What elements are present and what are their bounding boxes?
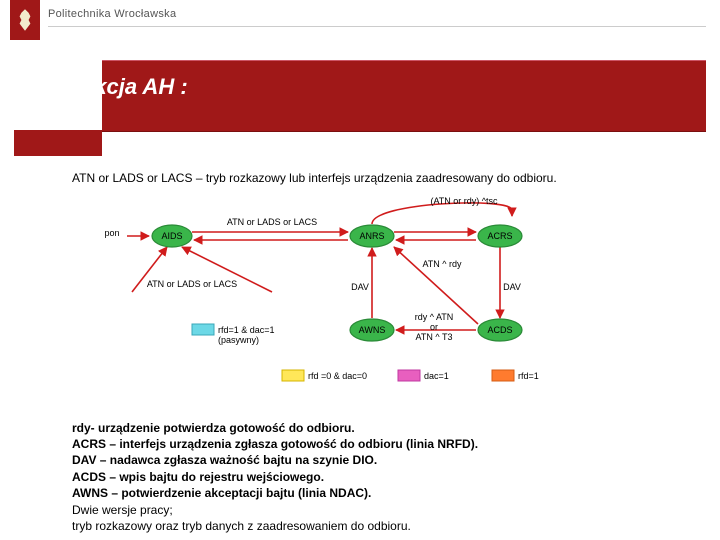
outro-line-2: tryb rozkazowy oraz tryb danych z zaadre… — [72, 518, 698, 534]
header-bar: Politechnika Wrocławska — [0, 0, 720, 32]
edge-label-2: ATN ^ rdy — [422, 259, 462, 269]
slide-title: Funkcja AH : — [54, 74, 188, 100]
state-label-AWNS: AWNS — [359, 325, 386, 335]
slide-root: Politechnika Wrocławska Funkcja AH : ATN… — [0, 0, 720, 540]
edge-label-5: rdy ^ ATN — [415, 312, 454, 322]
subtitle-accent — [14, 130, 102, 156]
legend-label-1-0: rfd =0 & dac=0 — [308, 371, 367, 381]
legend-swatch-1 — [282, 370, 304, 381]
edge-label-9: ATN or LADS or LACS — [147, 279, 237, 289]
definitions-block: rdy- urządzenie potwierdza gotowość do o… — [72, 420, 698, 501]
eagle-icon — [16, 7, 34, 33]
edge-label-8: pon — [104, 228, 119, 238]
legend-label-2-0: dac=1 — [424, 371, 449, 381]
title-block — [102, 60, 706, 132]
legend-label-0-0: rfd=1 & dac=1 — [218, 325, 275, 335]
state-label-ANRS: ANRS — [359, 231, 384, 241]
state-label-ACRS: ACRS — [487, 231, 512, 241]
def-line-4: AWNS – potwierdzenie akceptacji bajtu (l… — [72, 485, 698, 501]
edge-label-4: DAV — [351, 282, 369, 292]
legend-swatch-2 — [398, 370, 420, 381]
edge-label-3: DAV — [503, 282, 521, 292]
legend-label-0-1: (pasywny) — [218, 335, 259, 345]
intro-text: ATN or LADS or LACS – tryb rozkazowy lub… — [72, 170, 698, 186]
legend-swatch-3 — [492, 370, 514, 381]
state-label-ACDS: ACDS — [487, 325, 512, 335]
def-line-1: ACRS – interfejs urządzenia zgłasza goto… — [72, 436, 698, 452]
header-divider — [48, 26, 706, 27]
state-label-AIDS: AIDS — [161, 231, 182, 241]
diagram-svg: AIDS ANRS ACRS AWNS ACDS (ATN or rdy) ^tsc AT… — [72, 192, 632, 402]
outro-block: Dwie wersje pracy; tryb rozkazowy oraz t… — [72, 502, 698, 534]
university-logo — [10, 0, 40, 40]
edge-label-6: or — [430, 322, 438, 332]
legend-label-3-0: rfd=1 — [518, 371, 539, 381]
edge-label-1: ATN or LADS or LACS — [227, 217, 317, 227]
edge-label-7: ATN ^ T3 — [416, 332, 453, 342]
outro-line-1: Dwie wersje pracy; — [72, 502, 698, 518]
university-name: Politechnika Wrocławska — [48, 8, 176, 20]
def-line-3: ACDS – wpis bajtu do rejestru wejścioweg… — [72, 469, 698, 485]
edge-label-0: (ATN or rdy) ^tsc — [430, 196, 498, 206]
edge-ANRS-self-ANRS — [372, 203, 512, 224]
def-line-0: rdy- urządzenie potwierdza gotowość do o… — [72, 420, 698, 436]
legend-swatch-0 — [192, 324, 214, 335]
def-line-2: DAV – nadawca zgłasza ważność bajtu na s… — [72, 452, 698, 468]
state-diagram: AIDS ANRS ACRS AWNS ACDS (ATN or rdy) ^tsc AT… — [72, 192, 632, 402]
